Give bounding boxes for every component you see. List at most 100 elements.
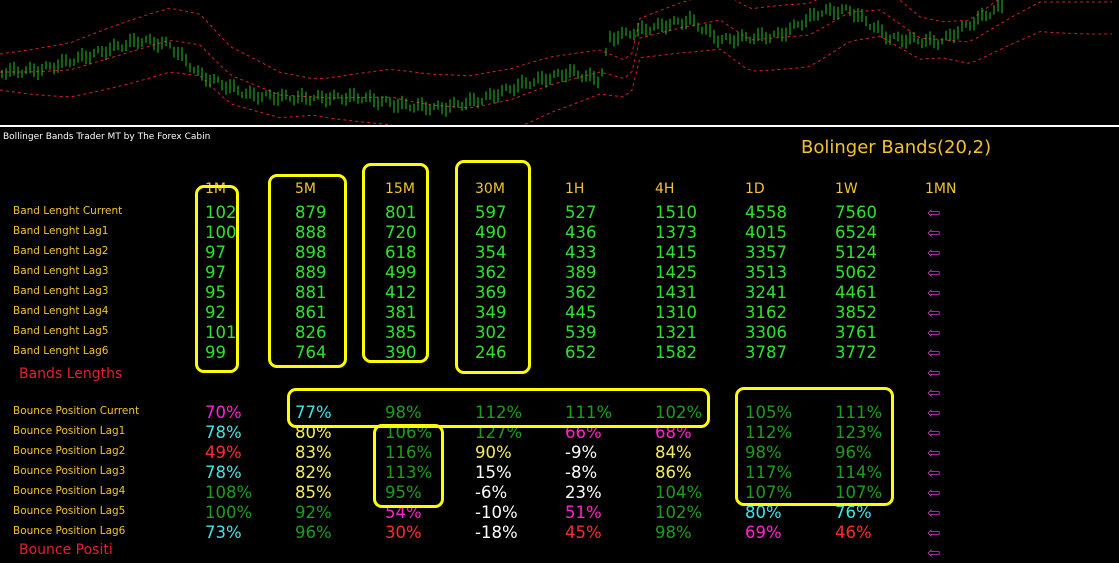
band-length-value: 527 xyxy=(565,203,597,222)
bounce-position-value: 102% xyxy=(655,403,703,422)
band-length-value: 861 xyxy=(295,303,327,322)
band-length-value: 102 xyxy=(205,203,237,222)
bounce-position-value: 98% xyxy=(745,443,782,462)
bounce-position-value: 78% xyxy=(205,423,242,442)
band-row-label: Band Lenght Lag6 xyxy=(13,345,109,357)
bounce-position-value: 123% xyxy=(835,423,883,442)
band-length-value: 1431 xyxy=(655,283,697,302)
price-chart[interactable] xyxy=(0,0,1119,125)
indicator-title: Bolinger Bands(20,2) xyxy=(801,137,992,158)
band-length-value: 4461 xyxy=(835,283,877,302)
band-row-label: Band Lenght Lag5 xyxy=(13,325,109,337)
bounce-position-value: 117% xyxy=(745,463,793,482)
bounce-position-value: 85% xyxy=(295,483,332,502)
band-length-value: 369 xyxy=(475,283,507,302)
band-length-value: 1310 xyxy=(655,303,697,322)
band-length-value: 1373 xyxy=(655,223,697,242)
bounce-row-label: Bounce Position Lag5 xyxy=(13,505,126,517)
band-length-value: 889 xyxy=(295,263,327,282)
band-length-value: 1582 xyxy=(655,343,697,362)
band-length-value: 436 xyxy=(565,223,597,242)
band-length-value: 385 xyxy=(385,323,417,342)
bounce-row-label: Bounce Position Lag1 xyxy=(13,425,126,437)
bounce-position-value: 30% xyxy=(385,523,422,542)
signal-arrow-icon: ⇦ xyxy=(927,223,941,242)
band-length-value: 597 xyxy=(475,203,507,222)
band-length-value: 499 xyxy=(385,263,417,282)
bounce-position-value: 105% xyxy=(745,403,793,422)
section-label-bounce-positions: Bounce Positi xyxy=(19,542,113,558)
band-length-value: 95 xyxy=(205,283,226,302)
signal-arrow-icon: ⇦ xyxy=(927,303,941,322)
timeframe-header: 1D xyxy=(745,181,765,197)
highlight-box-bounce-current xyxy=(287,388,710,428)
signal-arrow-icon: ⇦ xyxy=(927,363,941,382)
band-length-value: 3357 xyxy=(745,243,787,262)
signal-arrow-icon: ⇦ xyxy=(927,263,941,282)
bounce-position-value: 95% xyxy=(385,483,422,502)
signal-arrow-icon: ⇦ xyxy=(927,423,941,442)
band-length-value: 881 xyxy=(295,283,327,302)
bounce-position-value: 77% xyxy=(295,403,332,422)
band-length-value: 7560 xyxy=(835,203,877,222)
bounce-position-value: 45% xyxy=(565,523,602,542)
bounce-position-value: 82% xyxy=(295,463,332,482)
timeframe-header: 4H xyxy=(655,181,675,197)
band-length-value: 3241 xyxy=(745,283,787,302)
signal-arrow-icon: ⇦ xyxy=(927,323,941,342)
band-length-value: 92 xyxy=(205,303,226,322)
bounce-position-value: 114% xyxy=(835,463,883,482)
middle-bollinger-band xyxy=(0,1,1112,109)
band-length-value: 445 xyxy=(565,303,597,322)
band-length-value: 349 xyxy=(475,303,507,322)
band-length-value: 3852 xyxy=(835,303,877,322)
upper-bollinger-band xyxy=(0,0,999,80)
band-row-label: Band Lenght Lag4 xyxy=(13,305,109,317)
band-length-value: 3306 xyxy=(745,323,787,342)
band-length-value: 412 xyxy=(385,283,417,302)
bounce-position-value: 83% xyxy=(295,443,332,462)
signal-arrow-icon: ⇦ xyxy=(927,543,941,562)
band-length-value: 97 xyxy=(205,263,226,282)
bounce-position-value: 86% xyxy=(655,463,692,482)
signal-arrow-icon: ⇦ xyxy=(927,203,941,222)
band-length-value: 362 xyxy=(475,263,507,282)
band-row-label: Band Lenght Lag3 xyxy=(13,265,109,277)
bounce-position-value: 51% xyxy=(565,503,602,522)
band-length-value: 3787 xyxy=(745,343,787,362)
band-length-value: 390 xyxy=(385,343,417,362)
signal-arrow-icon: ⇦ xyxy=(927,343,941,362)
bounce-position-value: 73% xyxy=(205,523,242,542)
band-length-value: 5124 xyxy=(835,243,877,262)
bounce-position-value: 84% xyxy=(655,443,692,462)
bounce-position-value: 111% xyxy=(835,403,883,422)
band-length-value: 100 xyxy=(205,223,237,242)
timeframe-header: 15M xyxy=(385,181,415,197)
band-length-value: 826 xyxy=(295,323,327,342)
band-length-value: 354 xyxy=(475,243,507,262)
highlight-box-15m xyxy=(362,163,429,363)
bounce-position-value: 15% xyxy=(475,463,512,482)
bounce-row-label: Bounce Position Current xyxy=(13,405,140,417)
bounce-position-value: 111% xyxy=(565,403,613,422)
bounce-position-value: 70% xyxy=(205,403,242,422)
bounce-position-value: 113% xyxy=(385,463,433,482)
signal-arrow-icon: ⇦ xyxy=(927,243,941,262)
timeframe-header: 1MN xyxy=(925,181,957,197)
band-length-value: 6524 xyxy=(835,223,877,242)
bounce-position-value: 108% xyxy=(205,483,253,502)
band-length-value: 1425 xyxy=(655,263,697,282)
bounce-position-value: 112% xyxy=(475,403,523,422)
band-length-value: 888 xyxy=(295,223,327,242)
bounce-position-value: 102% xyxy=(655,503,703,522)
band-length-value: 3162 xyxy=(745,303,787,322)
bounce-position-value: -18% xyxy=(475,523,518,542)
timeframe-header: 30M xyxy=(475,181,505,197)
bounce-position-value: 69% xyxy=(745,523,782,542)
price-bars xyxy=(1,0,1003,117)
bounce-position-value: -6% xyxy=(475,483,508,502)
band-length-value: 618 xyxy=(385,243,417,262)
signal-arrow-icon: ⇦ xyxy=(927,403,941,422)
signal-arrow-icon: ⇦ xyxy=(927,523,941,542)
band-length-value: 1321 xyxy=(655,323,697,342)
